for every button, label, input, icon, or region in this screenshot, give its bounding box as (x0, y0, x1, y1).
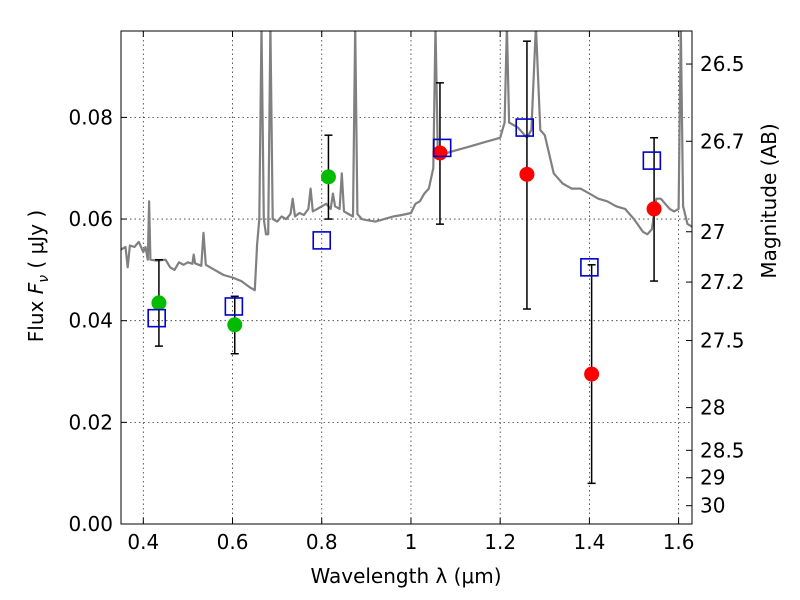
y-axis-label-prefix: Flux (24, 294, 48, 342)
ticks-layer: 0.4 0.6 0.8 1 1.2 1.4 1.6 0.00 0.02 0.04 0.06 0.08 2… (68, 31, 745, 554)
magnitude-tick-label: 26.7 (700, 129, 745, 153)
red-point (432, 145, 448, 161)
spectrum-layer (121, 31, 692, 292)
model-square (147, 308, 166, 328)
x-tick-label: 1.2 (484, 530, 516, 554)
y-axis-label: Flux Fν ( μJy ) (24, 210, 52, 342)
green-point (320, 169, 336, 185)
model-square (642, 151, 662, 170)
magnitude-tick-label: 27.2 (700, 270, 745, 294)
magnitude-tick-label: 29 (700, 466, 725, 490)
model-square (580, 258, 599, 277)
errorbar-layer (154, 40, 659, 485)
red-point (646, 201, 662, 217)
magnitude-tick-label: 28 (700, 396, 725, 420)
x-axis-label: Wavelength λ (μm) (310, 564, 501, 588)
x-tick-label: 0.8 (306, 530, 338, 554)
y-tick-label: 0.04 (68, 309, 113, 333)
x-tick-label: 1 (405, 530, 418, 554)
y-tick-label: 0.08 (68, 105, 113, 129)
points-layer (147, 118, 662, 382)
magnitude-tick-label: 27 (700, 220, 725, 244)
red-point (519, 166, 535, 182)
grid-layer (121, 31, 692, 524)
model-square (432, 138, 452, 158)
plot-frame (120, 30, 693, 525)
y-tick-label: 0.00 (68, 512, 113, 536)
x-tick-label: 0.6 (217, 530, 249, 554)
magnitude-tick-label: 26.5 (700, 52, 745, 76)
magnitude-axis-label: Magnitude (AB) (757, 123, 781, 278)
magnitude-tick-label: 27.5 (700, 329, 745, 353)
y-axis-label-subscript: ν (36, 275, 52, 283)
spectrum-line (121, 31, 692, 292)
y-tick-label: 0.02 (68, 410, 113, 434)
x-tick-label: 1.4 (573, 530, 605, 554)
model-square (515, 118, 535, 137)
magnitude-tick-label: 30 (700, 494, 725, 518)
magnitude-tick-label: 28.5 (700, 438, 745, 462)
x-tick-label: 0.4 (127, 530, 159, 554)
x-tick-label: 1.6 (663, 530, 695, 554)
green-point (227, 317, 243, 333)
y-axis-label-symbol: F (24, 282, 48, 294)
y-tick-label: 0.06 (68, 207, 113, 231)
y-axis-label-suffix: ( μJy ) (24, 210, 48, 275)
red-point (584, 366, 600, 382)
model-square (312, 231, 332, 250)
green-point (151, 295, 167, 311)
model-square (224, 297, 244, 316)
